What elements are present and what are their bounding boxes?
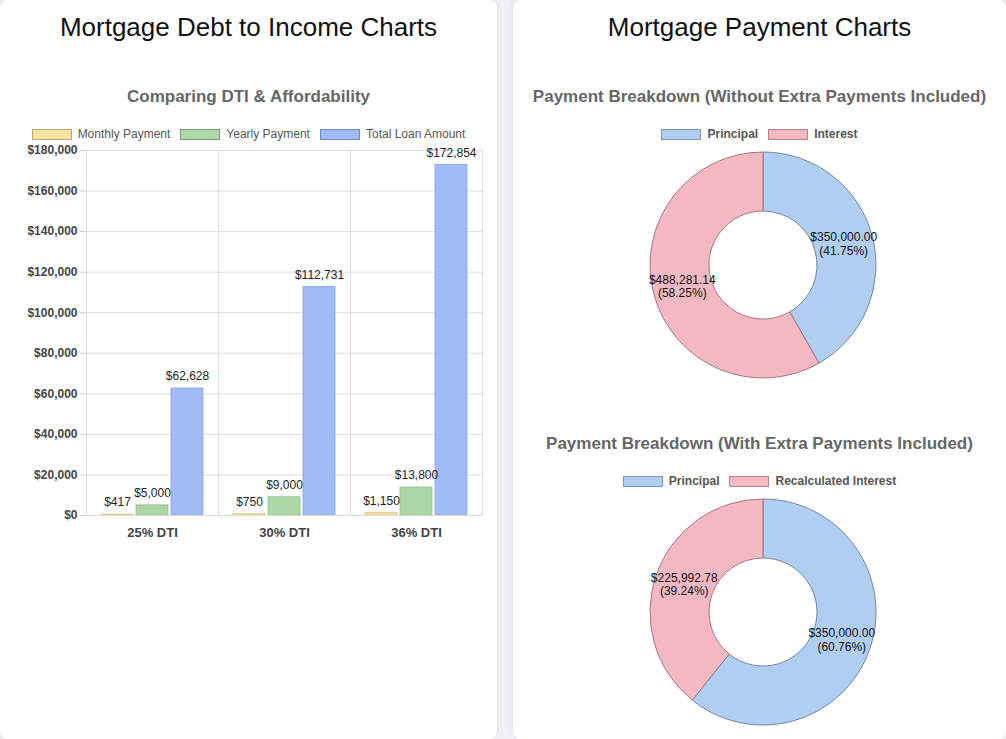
svg-text:$120,000: $120,000	[27, 265, 77, 279]
svg-text:$1,150: $1,150	[363, 494, 400, 508]
html-text:Yearly Payment: Yearly Payment	[226, 127, 310, 141]
html-text:Comparing DTI & Affordability: Comparing DTI & Affordability	[127, 87, 370, 106]
html-text:Principal: Principal	[668, 474, 720, 488]
html-text:Total Loan Amount: Total Loan Amount	[366, 127, 466, 141]
svg-text:$13,800: $13,800	[395, 468, 439, 482]
html-text:Payment Breakdown (Without Ext: Payment Breakdown (Without Extra Payment…	[532, 87, 987, 106]
html-text:Mortgage Payment Charts: Mortgage Payment Charts	[607, 12, 912, 42]
html-text:Interest: Interest	[814, 127, 858, 141]
html-text:Payment Breakdown (With Extra: Payment Breakdown (With Extra Payments I…	[546, 434, 973, 453]
svg-text:25% DTI: 25% DTI	[127, 525, 178, 540]
svg-text:$0: $0	[64, 508, 78, 522]
svg-text:36% DTI: 36% DTI	[391, 525, 442, 540]
svg-text:$350,000.00(60.76%): $350,000.00(60.76%)	[808, 626, 875, 654]
svg-text:$100,000: $100,000	[27, 306, 77, 320]
svg-text:$9,000: $9,000	[266, 478, 303, 492]
svg-text:$5,000: $5,000	[134, 486, 171, 500]
svg-text:$112,731: $112,731	[295, 268, 344, 282]
svg-text:$172,854: $172,854	[426, 146, 476, 160]
html-text:Mortgage Debt to Income Charts: Mortgage Debt to Income Charts	[59, 12, 438, 42]
svg-text:$80,000: $80,000	[34, 346, 78, 360]
svg-text:$40,000: $40,000	[34, 427, 78, 441]
html-text:Principal: Principal	[707, 127, 759, 141]
svg-text:$20,000: $20,000	[34, 468, 78, 482]
svg-text:$417: $417	[104, 495, 131, 509]
svg-text:$225,992.78(39.24%): $225,992.78(39.24%)	[651, 570, 718, 598]
svg-text:$750: $750	[236, 495, 263, 509]
svg-text:$60,000: $60,000	[34, 387, 78, 401]
html-text:Recalculated Interest: Recalculated Interest	[775, 474, 897, 488]
svg-text:$62,628: $62,628	[166, 369, 210, 383]
html-text:Monthly Payment: Monthly Payment	[77, 127, 171, 141]
svg-text:$488,281.14(58.25%): $488,281.14(58.25%)	[649, 273, 716, 301]
svg-text:30% DTI: 30% DTI	[259, 525, 310, 540]
svg-text:$180,000: $180,000	[27, 143, 77, 157]
svg-text:$140,000: $140,000	[27, 224, 77, 238]
svg-text:$350,000.00(41.75%): $350,000.00(41.75%)	[810, 230, 877, 258]
svg-text:$160,000: $160,000	[27, 184, 77, 198]
